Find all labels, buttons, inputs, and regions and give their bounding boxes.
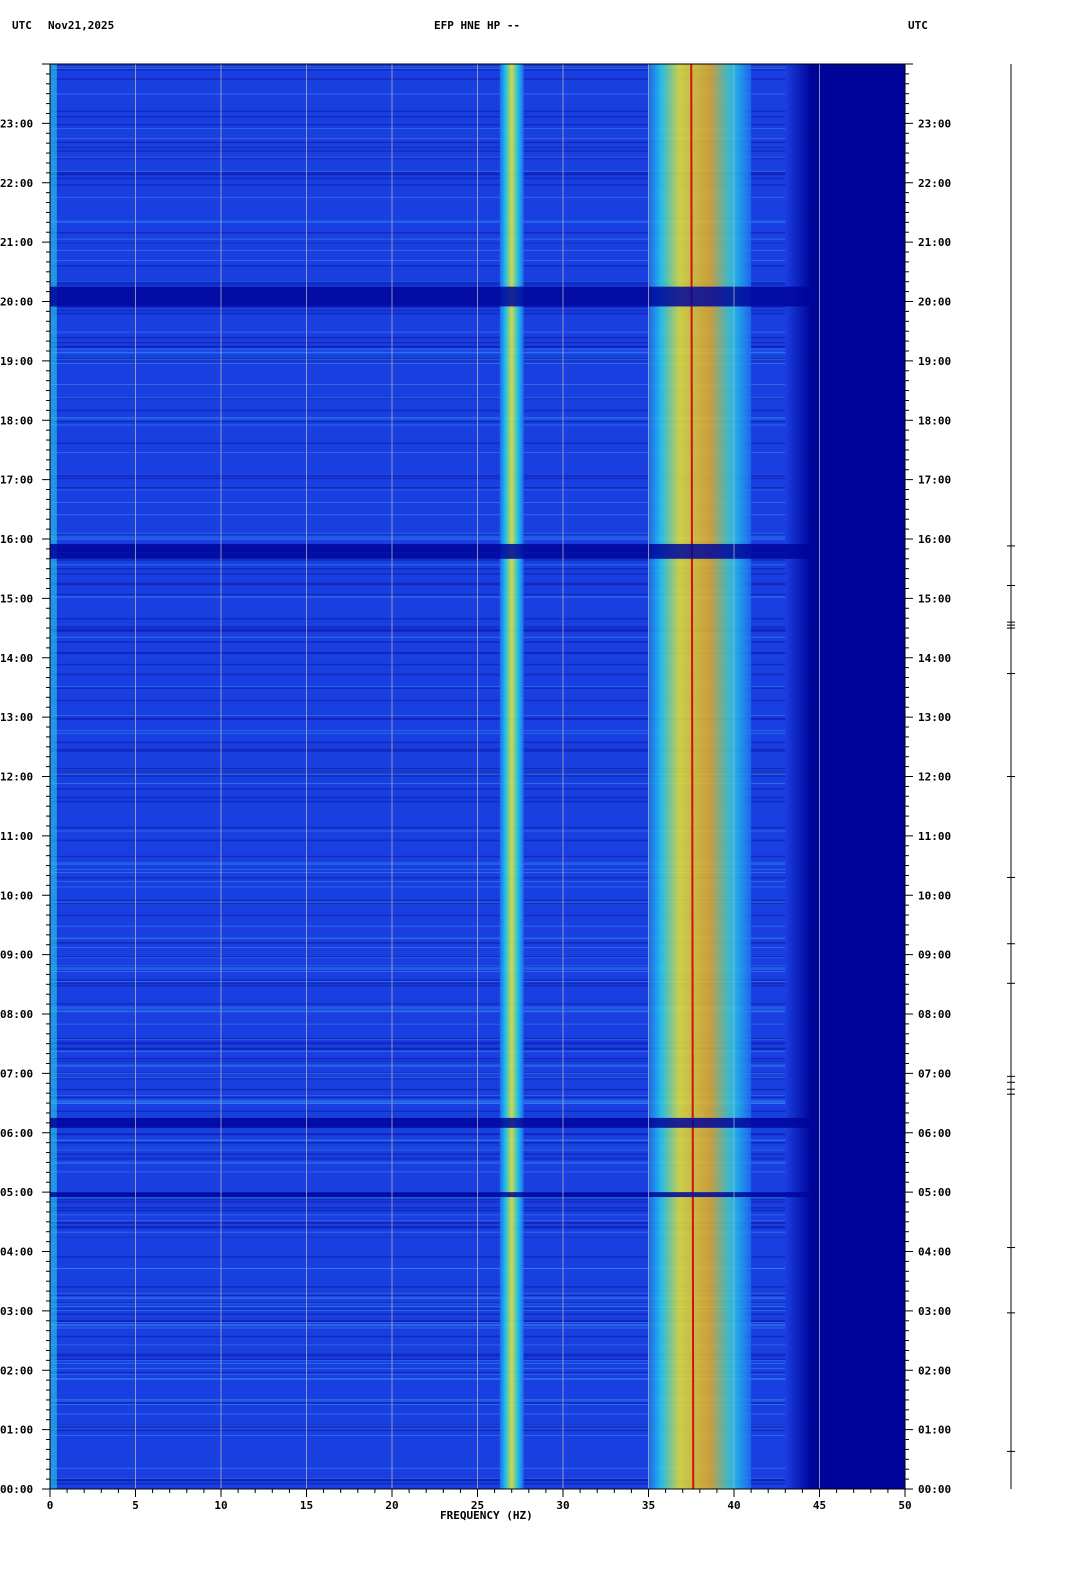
quiet-interval <box>50 543 811 559</box>
x-tick-label: 5 <box>132 1499 139 1512</box>
y-tick-label-right: 19:00 <box>918 355 951 368</box>
y-tick-label-left: 17:00 <box>0 474 33 487</box>
x-tick-label: 45 <box>813 1499 826 1512</box>
band-narrow <box>499 64 524 1489</box>
y-tick-label-left: 15:00 <box>0 592 33 605</box>
y-tick-label-left: 20:00 <box>0 296 33 309</box>
y-tick-label-right: 06:00 <box>918 1127 951 1140</box>
y-tick-label-left: 04:00 <box>0 1246 33 1259</box>
y-tick-label-right: 23:00 <box>918 117 951 130</box>
y-tick-label-right: 22:00 <box>918 177 951 190</box>
y-tick-label-left: 10:00 <box>0 889 33 902</box>
y-tick-label-right: 03:00 <box>918 1305 951 1318</box>
band-broad <box>648 64 752 1489</box>
y-tick-label-left: 05:00 <box>0 1186 33 1199</box>
x-tick-label: 50 <box>898 1499 911 1512</box>
y-axis-left: 00:00 01:00 02:00 03:00 04:00 05:00 06:00 07:00… <box>0 63 50 1496</box>
grid-lines <box>135 64 820 1489</box>
x-axis: 0 5 10 15 20 25 30 35 40 45 50 <box>47 1489 912 1512</box>
y-tick-label-left: 21:00 <box>0 236 33 249</box>
header-date: Nov21,2025 <box>48 19 114 32</box>
y-tick-label-left: 23:00 <box>0 117 33 130</box>
y-tick-label-left: 18:00 <box>0 414 33 427</box>
y-tick-label-right: 04:00 <box>918 1246 951 1259</box>
y-axis-right: 00:00 01:00 02:00 03:00 04:00 05:00 06:00 07:00… <box>905 63 951 1496</box>
low-freq-edge <box>50 64 57 1489</box>
x-tick-label: 35 <box>642 1499 655 1512</box>
quiet-interval <box>50 286 811 307</box>
event-marker-track <box>1007 64 1015 1489</box>
quiet-interval <box>50 1192 811 1198</box>
header-utc-left: UTC <box>12 19 32 32</box>
y-tick-label-right: 07:00 <box>918 1067 951 1080</box>
y-tick-label-right: 09:00 <box>918 949 951 962</box>
y-tick-label-right: 20:00 <box>918 296 951 309</box>
quiet-interval <box>50 1117 811 1128</box>
y-tick-label-left: 06:00 <box>0 1127 33 1140</box>
y-tick-label-left: 09:00 <box>0 949 33 962</box>
y-tick-label-right: 11:00 <box>918 830 951 843</box>
y-tick-label-right: 18:00 <box>918 414 951 427</box>
spectrogram-plot <box>49 63 906 1490</box>
y-tick-label-left: 12:00 <box>0 771 33 784</box>
y-tick-label-right: 00:00 <box>918 1483 951 1496</box>
y-tick-label-left: 22:00 <box>0 177 33 190</box>
y-tick-label-right: 16:00 <box>918 533 951 546</box>
x-tick-label: 15 <box>300 1499 313 1512</box>
x-tick-label: 25 <box>471 1499 484 1512</box>
y-tick-label-left: 16:00 <box>0 533 33 546</box>
y-tick-label-right: 02:00 <box>918 1364 951 1377</box>
y-tick-label-right: 13:00 <box>918 711 951 724</box>
y-tick-label-left: 01:00 <box>0 1424 33 1437</box>
header-utc-right: UTC <box>908 19 928 32</box>
x-axis-label: FREQUENCY (HZ) <box>440 1509 533 1522</box>
y-tick-label-right: 12:00 <box>918 771 951 784</box>
y-tick-label-left: 14:00 <box>0 652 33 665</box>
y-tick-label-left: 11:00 <box>0 830 33 843</box>
y-tick-label-left: 02:00 <box>0 1364 33 1377</box>
y-tick-label-right: 17:00 <box>918 474 951 487</box>
y-tick-label-left: 00:00 <box>0 1483 33 1496</box>
y-tick-label-right: 01:00 <box>918 1424 951 1437</box>
high-freq-transition <box>785 64 811 1489</box>
x-tick-label: 20 <box>385 1499 398 1512</box>
y-tick-label-left: 19:00 <box>0 355 33 368</box>
chart-title: EFP HNE HP -- <box>434 19 520 32</box>
y-tick-label-left: 13:00 <box>0 711 33 724</box>
y-tick-label-left: 08:00 <box>0 1008 33 1021</box>
x-tick-label: 30 <box>556 1499 569 1512</box>
high-freq-quiet-region <box>810 64 905 1489</box>
y-tick-label-right: 05:00 <box>918 1186 951 1199</box>
quiet-intervals <box>50 286 811 1198</box>
y-tick-label-right: 15:00 <box>918 592 951 605</box>
x-tick-label: 40 <box>727 1499 740 1512</box>
y-tick-label-left: 03:00 <box>0 1305 33 1318</box>
y-tick-label-right: 14:00 <box>918 652 951 665</box>
y-tick-label-left: 07:00 <box>0 1067 33 1080</box>
y-tick-label-right: 08:00 <box>918 1008 951 1021</box>
y-tick-label-right: 10:00 <box>918 889 951 902</box>
x-tick-label: 0 <box>47 1499 54 1512</box>
x-tick-label: 10 <box>214 1499 227 1512</box>
y-tick-label-right: 21:00 <box>918 236 951 249</box>
